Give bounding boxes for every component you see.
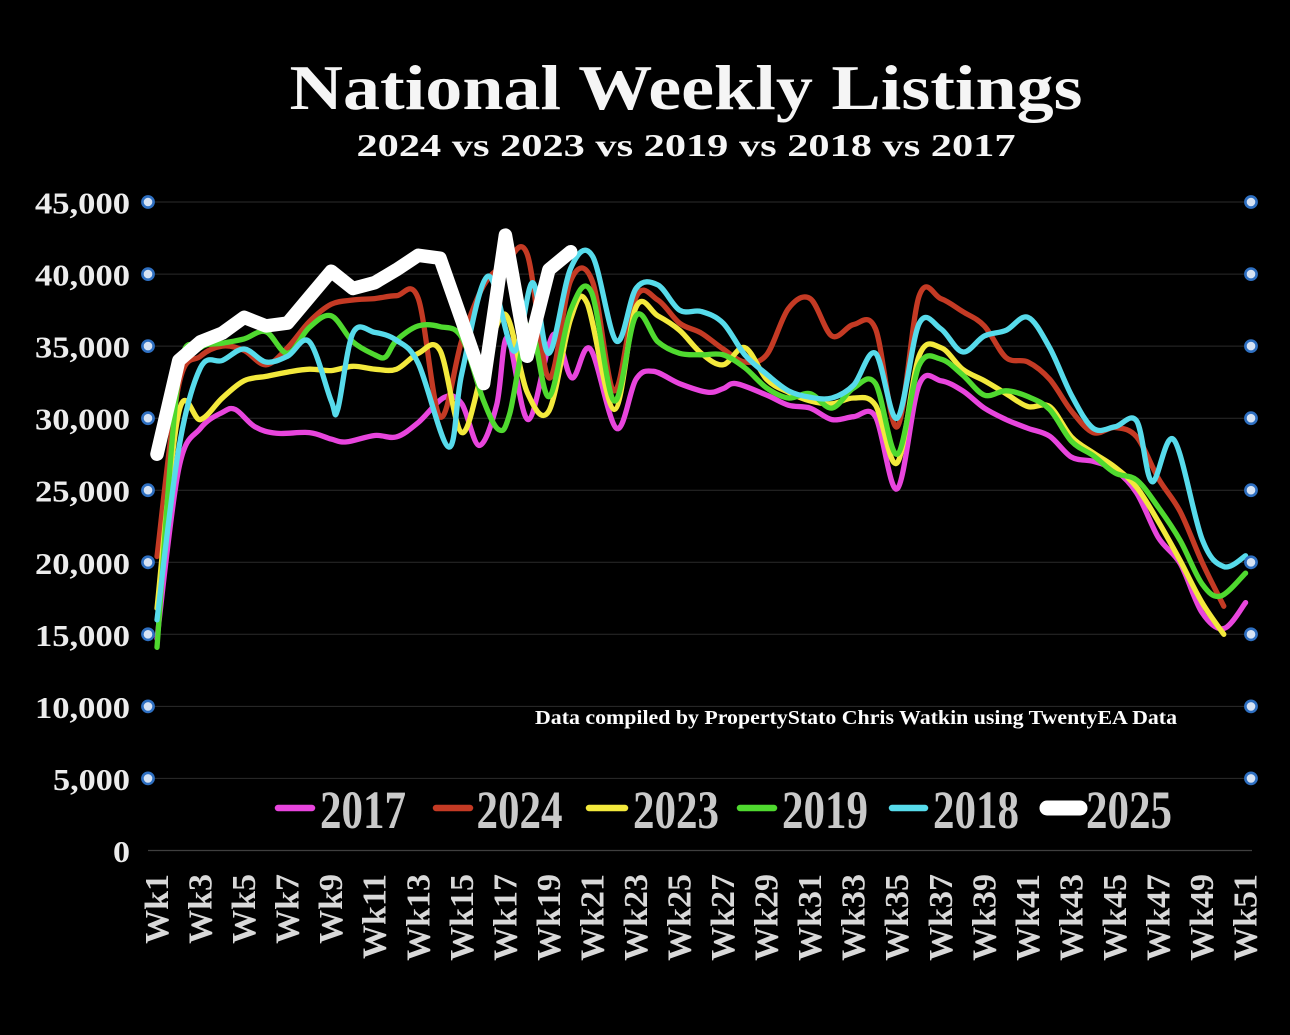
- svg-text:Wk45: Wk45: [1097, 874, 1134, 961]
- svg-text:Wk7: Wk7: [270, 874, 307, 944]
- svg-text:2023: 2023: [633, 780, 719, 840]
- svg-text:Wk3: Wk3: [183, 874, 220, 944]
- svg-text:Wk37: Wk37: [923, 874, 960, 961]
- svg-text:20,000: 20,000: [35, 546, 130, 581]
- svg-text:Wk33: Wk33: [836, 874, 873, 961]
- svg-text:40,000: 40,000: [35, 258, 130, 293]
- svg-text:Wk11: Wk11: [357, 874, 394, 959]
- svg-text:Wk5: Wk5: [226, 874, 263, 944]
- svg-text:45,000: 45,000: [35, 186, 130, 221]
- svg-text:Wk21: Wk21: [574, 874, 611, 961]
- svg-text:Wk1: Wk1: [139, 874, 176, 944]
- svg-text:Wk29: Wk29: [749, 874, 786, 961]
- svg-text:2024 vs 2023 vs 2019 vs 2018 v: 2024 vs 2023 vs 2019 vs 2018 vs 2017: [357, 127, 1016, 163]
- svg-text:Wk25: Wk25: [662, 874, 699, 961]
- svg-text:Wk49: Wk49: [1184, 874, 1221, 961]
- svg-text:2018: 2018: [933, 780, 1019, 840]
- svg-text:Data compiled by PropertyStato: Data compiled by PropertyStato Chris Wat…: [535, 707, 1177, 729]
- svg-text:Wk9: Wk9: [313, 874, 350, 944]
- svg-text:35,000: 35,000: [35, 330, 130, 365]
- svg-text:Wk19: Wk19: [531, 874, 568, 961]
- svg-text:Wk43: Wk43: [1053, 874, 1090, 961]
- svg-text:Wk27: Wk27: [705, 874, 742, 961]
- svg-text:Wk47: Wk47: [1141, 874, 1178, 961]
- svg-text:0: 0: [113, 834, 130, 869]
- svg-text:Wk39: Wk39: [966, 874, 1003, 961]
- svg-text:15,000: 15,000: [35, 618, 130, 653]
- svg-text:25,000: 25,000: [35, 474, 130, 509]
- svg-text:10,000: 10,000: [35, 690, 130, 725]
- svg-text:2024: 2024: [477, 780, 563, 840]
- svg-text:Wk35: Wk35: [879, 874, 916, 961]
- svg-text:2017: 2017: [320, 780, 406, 840]
- svg-text:Wk17: Wk17: [487, 874, 524, 961]
- svg-text:2019: 2019: [782, 780, 868, 840]
- svg-text:National Weekly Listings: National Weekly Listings: [290, 53, 1083, 123]
- svg-text:Wk51: Wk51: [1228, 874, 1265, 961]
- svg-text:Wk13: Wk13: [400, 874, 437, 961]
- svg-text:Wk41: Wk41: [1010, 874, 1047, 961]
- svg-text:5,000: 5,000: [53, 762, 130, 797]
- svg-text:Wk31: Wk31: [792, 874, 829, 961]
- svg-text:2025: 2025: [1086, 780, 1172, 840]
- svg-text:Wk15: Wk15: [444, 874, 481, 961]
- svg-text:Wk23: Wk23: [618, 874, 655, 961]
- svg-text:30,000: 30,000: [35, 402, 130, 437]
